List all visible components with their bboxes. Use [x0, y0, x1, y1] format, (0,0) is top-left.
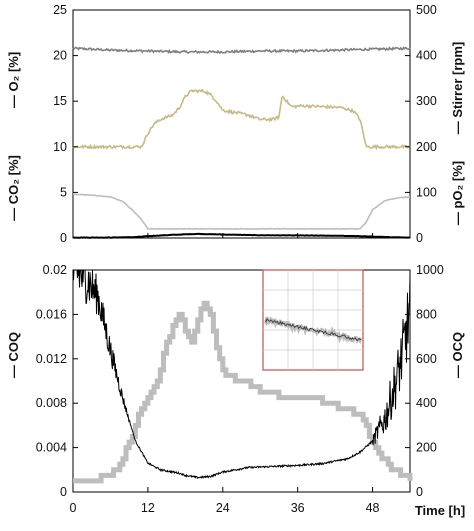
- left-tick-label: 25: [53, 3, 67, 17]
- right-tick-label: 100: [416, 185, 437, 199]
- inset-zoom: [262, 269, 364, 371]
- po2-axis-label: — pO₂ [%]: [450, 161, 465, 225]
- bottom-series-group: [72, 269, 413, 484]
- x-tick-label: 36: [291, 501, 305, 515]
- series-line-2: [72, 88, 411, 151]
- inset-ocq-line: [264, 318, 362, 342]
- stirrer-axis-label: — Stirrer [rpm]: [450, 42, 465, 134]
- x-tick-label: 0: [70, 501, 77, 515]
- x-axis-label: Time [h]: [415, 503, 465, 518]
- co2-axis-label: — CO₂ [%]: [6, 155, 21, 221]
- bottom-ticks: 0 0.004 0.008 0.012 0.016 0.02 0 200 400 600 800 10…: [36, 263, 444, 515]
- left-tick-label: 5: [60, 185, 67, 199]
- top-series-group: [72, 46, 411, 239]
- left-tick-label: 0.012: [36, 352, 67, 366]
- left-tick-label: 0.016: [36, 307, 67, 321]
- o2-axis-label: — O₂ [%]: [6, 52, 21, 108]
- right-tick-label: 800: [416, 307, 437, 321]
- series-line-0: [72, 46, 411, 55]
- right-tick-label: 0: [416, 231, 423, 245]
- right-tick-label: 0: [416, 485, 423, 499]
- coq-axis-label: — COQ: [6, 332, 21, 378]
- right-tick-label: 300: [416, 94, 437, 108]
- left-tick-label: 0.004: [36, 441, 67, 455]
- top-ticks: 0 5 10 15 20 25 0 100 200 300 400 500: [53, 3, 437, 245]
- series-line-1: [73, 232, 410, 239]
- right-tick-label: 200: [416, 441, 437, 455]
- left-tick-label: 0: [60, 231, 67, 245]
- left-tick-label: 0.008: [36, 396, 67, 410]
- bottom-panel: 0 0.004 0.008 0.012 0.016 0.02 0 200 400 600 800 10…: [6, 263, 465, 518]
- x-tick-label: 12: [141, 501, 155, 515]
- left-tick-label: 0.02: [43, 263, 67, 277]
- x-tick-label: 24: [216, 501, 230, 515]
- right-tick-label: 600: [416, 352, 437, 366]
- right-tick-label: 200: [416, 140, 437, 154]
- right-tick-label: 400: [416, 396, 437, 410]
- right-tick-label: 400: [416, 49, 437, 63]
- x-tick-label: 48: [366, 501, 380, 515]
- ocq-axis-label: — OCQ: [450, 332, 465, 378]
- right-tick-label: 1000: [416, 263, 444, 277]
- right-tick-label: 500: [416, 3, 437, 17]
- series-ocq-line: [72, 269, 411, 479]
- left-tick-label: 20: [53, 49, 67, 63]
- left-tick-label: 15: [53, 94, 67, 108]
- top-plot-frame: [72, 9, 411, 239]
- top-panel: 0 5 10 15 20 25 0 100 200 300 400 500 — O₂ [%] — CO…: [6, 3, 465, 245]
- series-line-3: [72, 193, 410, 231]
- bottom-plot-frame: [72, 269, 411, 493]
- left-tick-label: 0: [60, 485, 67, 499]
- left-tick-label: 10: [53, 140, 67, 154]
- series-coq-line: [73, 300, 413, 484]
